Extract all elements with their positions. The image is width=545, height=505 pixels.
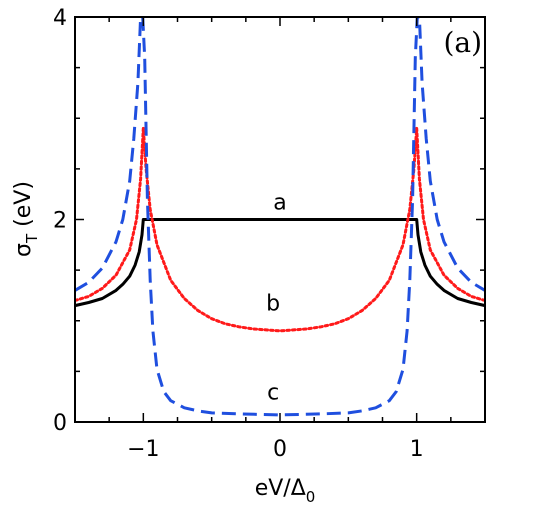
series-line-b xyxy=(75,126,485,333)
x-axis-label: eV/Δ0 xyxy=(255,476,316,505)
y-axis-label-subscript: T xyxy=(23,233,41,244)
y-tick-label: 4 xyxy=(53,6,67,31)
plot-curves xyxy=(75,17,485,417)
x-tick-label: 1 xyxy=(410,437,424,462)
curve-annotations: a b c xyxy=(266,190,287,405)
x-tick-label: −1 xyxy=(127,437,159,462)
y-tick-label: 0 xyxy=(53,411,67,436)
y-axis-label-unit: (eV) xyxy=(11,181,36,234)
y-axis-label-main: σ xyxy=(11,243,36,257)
curve-label-c: c xyxy=(267,381,279,406)
y-tick-label: 2 xyxy=(53,209,67,234)
series-line-a xyxy=(75,218,485,308)
curve-label-a: a xyxy=(273,190,286,215)
y-axis-label: σT (eV) xyxy=(11,181,41,257)
x-tick-label: 0 xyxy=(273,437,287,462)
x-axis-label-subscript: 0 xyxy=(306,488,316,505)
panel-label: (a) xyxy=(443,26,482,59)
curve-label-b: b xyxy=(266,292,280,317)
x-axis-label-main: eV/Δ xyxy=(255,476,306,501)
axis-ticks: −1 0 1 0 2 4 xyxy=(53,6,486,462)
